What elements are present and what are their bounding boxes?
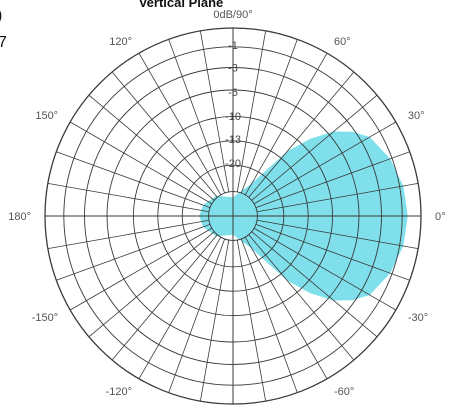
grid-spoke — [251, 94, 378, 201]
angle-label: -60° — [334, 386, 354, 398]
angle-label: -30° — [408, 312, 428, 324]
angle-label: 0° — [435, 211, 446, 223]
grid-spoke — [69, 227, 213, 311]
chart-title: Vertical Plane — [139, 0, 224, 10]
clipped-text-1: ) — [0, 7, 2, 24]
ring-label: -20 — [225, 158, 241, 170]
polar-grid — [44, 27, 422, 405]
grid-spoke — [168, 238, 226, 393]
grid-spoke — [56, 223, 211, 281]
grid-spoke — [240, 238, 298, 393]
grid-spoke — [236, 239, 267, 402]
angle-label: -150° — [32, 312, 58, 324]
ring-label: -6 — [228, 87, 238, 99]
grid-spoke — [47, 219, 210, 250]
grid-spoke — [199, 30, 230, 193]
grid-spoke — [88, 231, 215, 338]
grid-spoke — [111, 234, 218, 361]
grid-spoke — [199, 239, 230, 402]
grid-spoke — [255, 223, 410, 281]
ring-label: -10 — [225, 111, 241, 123]
grid-spoke — [47, 182, 210, 213]
angle-label: 30° — [408, 110, 425, 122]
grid-spoke — [256, 219, 419, 250]
clipped-text-2: 7 — [0, 34, 7, 51]
grid-spoke — [244, 52, 328, 196]
grid-spoke — [69, 121, 213, 205]
chart-labels: 60° 30° 0° -30° -60° -120° -150° 180° 150° 120° -1… — [8, 36, 445, 398]
grid-spoke — [88, 94, 215, 201]
grid-spoke — [251, 231, 378, 338]
grid-spoke — [244, 236, 328, 380]
grid-spoke — [248, 71, 355, 198]
top-label: 0dB/90° — [213, 9, 252, 21]
ring-label: -3 — [228, 62, 238, 74]
grid-spoke — [255, 151, 410, 209]
angle-label: 120° — [109, 36, 132, 48]
angle-label: 60° — [334, 36, 351, 48]
grid-spoke — [240, 39, 298, 194]
grid-spoke — [138, 236, 222, 380]
grid-spoke — [256, 182, 419, 213]
angle-label: 150° — [35, 110, 58, 122]
grid-spoke — [236, 30, 267, 193]
angle-label: -120° — [106, 386, 132, 398]
grid-spoke — [248, 234, 355, 361]
grid-spoke — [138, 52, 222, 196]
angle-label: 180° — [8, 211, 31, 223]
grid-spoke — [253, 121, 397, 205]
ring-label: -13 — [225, 134, 241, 146]
grid-spoke — [168, 39, 226, 194]
grid-spoke — [56, 151, 211, 209]
grid-spoke — [111, 71, 218, 198]
ring-label: -1 — [228, 40, 238, 52]
grid-spoke — [253, 227, 397, 311]
